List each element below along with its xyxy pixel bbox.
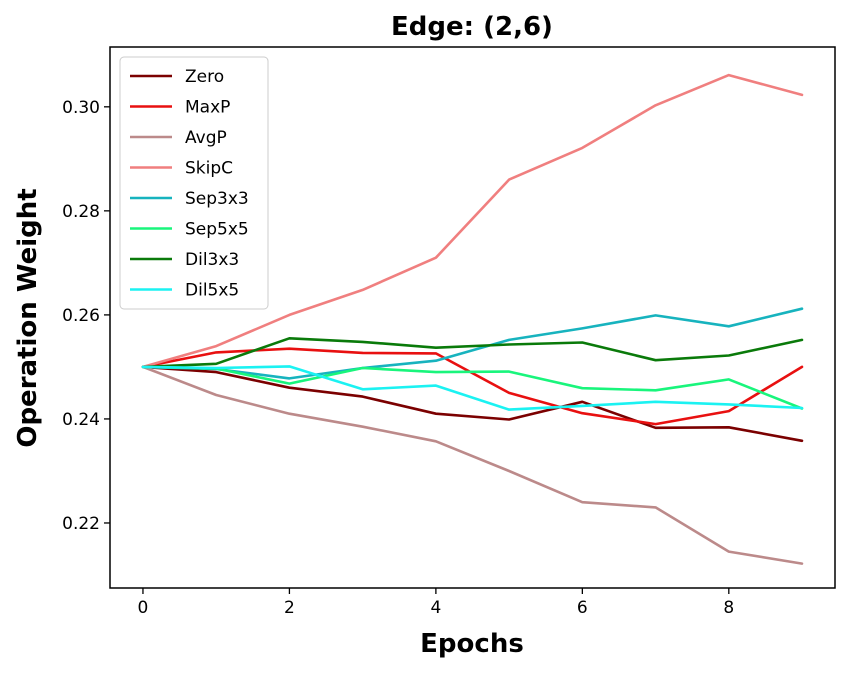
series-line-maxp (141, 347, 804, 426)
legend-label: Dil3x3 (185, 250, 239, 270)
x-tick-label: 0 (138, 598, 149, 618)
x-tick-label: 6 (577, 598, 588, 618)
legend-label: SkipC (185, 159, 233, 179)
x-tick-label: 8 (723, 598, 734, 618)
legend-box (119, 56, 269, 310)
series-line-dil5x5 (141, 365, 804, 411)
legend-label: MaxP (185, 98, 230, 118)
series-line-dil3x3 (141, 336, 804, 369)
x-tick-label: 4 (430, 598, 441, 618)
legend-label: Dil5x5 (185, 281, 239, 301)
legend-label: Sep5x5 (185, 220, 249, 240)
plot-lines (141, 73, 804, 565)
x-tick-label: 2 (284, 598, 295, 618)
series-line-skipc (141, 73, 804, 369)
x-axis: 0 2 4 6 8 (138, 588, 734, 618)
y-tick-label: 0.28 (62, 202, 100, 222)
legend-label: Zero (185, 67, 224, 87)
series-line-sep3x3 (141, 307, 804, 380)
plot-frame (109, 46, 836, 589)
legend-label: AvgP (185, 128, 227, 148)
series-line-zero (141, 365, 804, 443)
y-tick-label: 0.24 (62, 410, 100, 430)
x-axis-label: Epochs (420, 629, 524, 659)
y-tick-label: 0.30 (62, 98, 100, 118)
legend: Zero MaxP AvgP SkipC Sep3x3 Sep5x5 Dil3x3 Dil5x… (119, 56, 269, 310)
y-axis: 0.22 0.24 0.26 0.28 0.30 (62, 98, 110, 534)
series-line-avgp (141, 365, 804, 565)
y-tick-label: 0.26 (62, 306, 100, 326)
legend-label: Sep3x3 (185, 189, 249, 209)
series-line-sep5x5 (141, 365, 804, 410)
y-tick-label: 0.22 (62, 514, 100, 534)
y-axis-label: Operation Weight (13, 188, 43, 447)
chart-title: Edge: (2,6) (391, 12, 553, 42)
